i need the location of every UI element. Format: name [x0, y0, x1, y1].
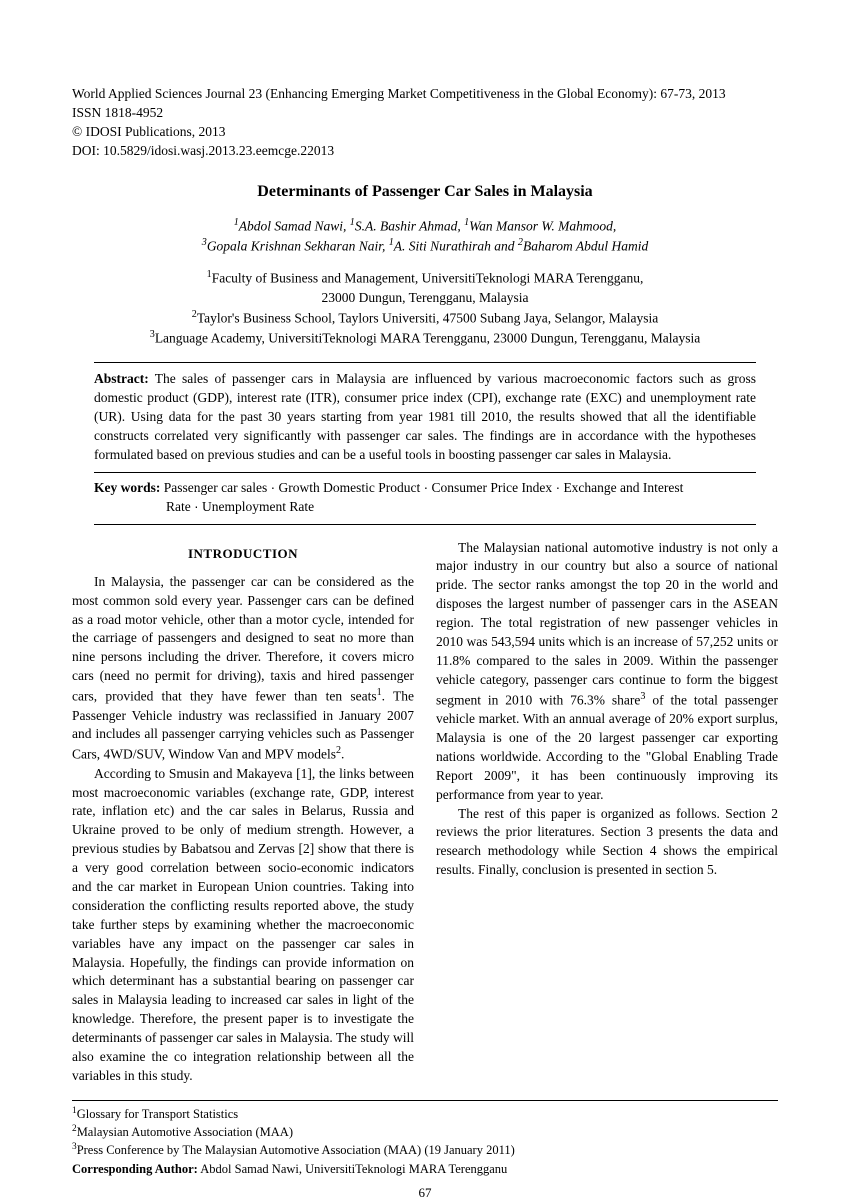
- footnote-3: 3Press Conference by The Malaysian Autom…: [72, 1141, 778, 1159]
- affiliation-3: 3Language Academy, UniversitiTeknologi M…: [72, 328, 778, 348]
- abstract-label: Abstract:: [94, 371, 149, 386]
- journal-header: World Applied Sciences Journal 23 (Enhan…: [72, 85, 778, 161]
- body-paragraph-1: In Malaysia, the passenger car can be co…: [72, 573, 414, 765]
- page-number: 67: [72, 1184, 778, 1201]
- body-paragraph-4: The rest of this paper is organized as f…: [436, 805, 778, 881]
- keywords-line-1: Passenger car sales · Growth Domestic Pr…: [160, 480, 683, 495]
- publisher-line: © IDOSI Publications, 2013: [72, 123, 778, 142]
- section-heading-introduction: INTRODUCTION: [72, 545, 414, 563]
- authors-line-1: 1Abdol Samad Nawi, 1S.A. Bashir Ahmad, 1…: [72, 216, 778, 236]
- body-paragraph-2: According to Smusin and Makayeva [1], th…: [72, 765, 414, 1086]
- keywords-block: Key words: Passenger car sales · Growth …: [94, 473, 756, 525]
- body-columns: INTRODUCTION In Malaysia, the passenger …: [72, 539, 778, 1086]
- footnotes-block: 1Glossary for Transport Statistics 2Mala…: [72, 1100, 778, 1178]
- affiliations-block: 1Faculty of Business and Management, Uni…: [72, 268, 778, 348]
- abstract-text: The sales of passenger cars in Malaysia …: [94, 371, 756, 462]
- footnote-1: 1Glossary for Transport Statistics: [72, 1105, 778, 1123]
- corresponding-author: Corresponding Author: Abdol Samad Nawi, …: [72, 1160, 778, 1178]
- authors-block: 1Abdol Samad Nawi, 1S.A. Bashir Ahmad, 1…: [72, 216, 778, 256]
- abstract-block: Abstract: The sales of passenger cars in…: [94, 362, 756, 472]
- doi-line: DOI: 10.5829/idosi.wasj.2013.23.eemcge.2…: [72, 142, 778, 161]
- footnote-2: 2Malaysian Automotive Association (MAA): [72, 1123, 778, 1141]
- journal-line: World Applied Sciences Journal 23 (Enhan…: [72, 85, 778, 104]
- keywords-label: Key words:: [94, 480, 160, 495]
- body-paragraph-3: The Malaysian national automotive indust…: [436, 539, 778, 805]
- issn-line: ISSN 1818-4952: [72, 104, 778, 123]
- keywords-line-2: Rate · Unemployment Rate: [94, 498, 756, 517]
- paper-title: Determinants of Passenger Car Sales in M…: [72, 181, 778, 203]
- affiliation-1: 1Faculty of Business and Management, Uni…: [72, 268, 778, 307]
- affiliation-2: 2Taylor's Business School, Taylors Unive…: [72, 308, 778, 328]
- authors-line-2: 3Gopala Krishnan Sekharan Nair, 1A. Siti…: [72, 236, 778, 256]
